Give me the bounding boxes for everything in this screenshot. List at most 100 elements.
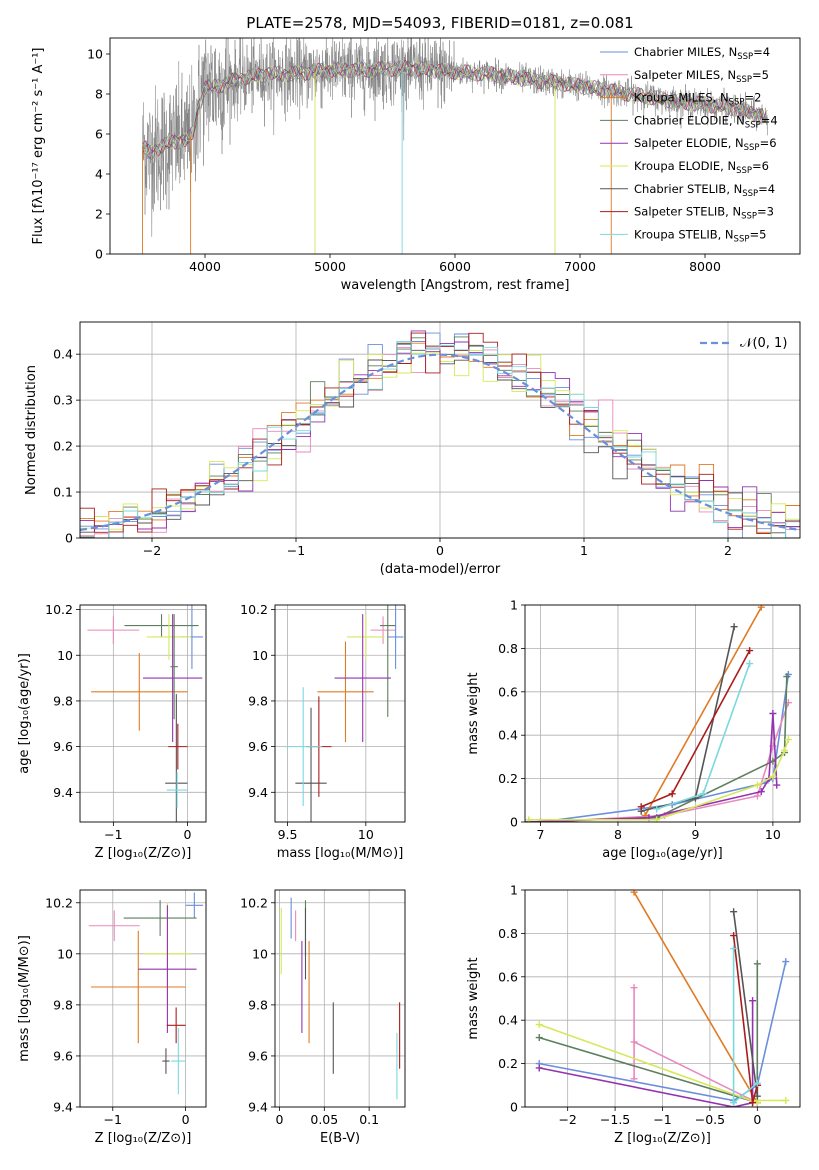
y-tick-label: 0.2 — [53, 439, 73, 454]
x-tick-label: −2 — [558, 1112, 576, 1127]
y-axis-label: Normed distribution — [24, 365, 39, 495]
series-line-salpeter-elodie — [539, 1000, 754, 1107]
x-tick-label: 5000 — [314, 259, 346, 274]
data-point-marker — [535, 1064, 543, 1072]
y-tick-label: 9.6 — [53, 1048, 73, 1063]
legend-sub: SSP — [729, 98, 745, 108]
data-point-marker — [637, 803, 645, 811]
y-tick-label: 0 — [510, 1100, 518, 1115]
legend-sub: SSP — [734, 234, 750, 244]
data-point-marker — [653, 816, 661, 822]
y-tick-label: 9.8 — [248, 997, 268, 1012]
legend-label: Chabrier MILES, N — [634, 45, 737, 59]
y-tick-label: 0.4 — [53, 347, 73, 362]
error-point-salpeter-elodie — [143, 614, 203, 743]
x-tick-label: 7000 — [564, 259, 596, 274]
y-tick-label: 9.4 — [248, 785, 268, 800]
legend-entry: Chabrier ELODIE, NSSP=4 — [634, 113, 778, 130]
y-tick-label: 0 — [95, 247, 103, 262]
x-tick-label: 8000 — [689, 259, 721, 274]
x-axis-label: age [log₁₀(age/yr)] — [602, 846, 723, 861]
y-tick-label: 9.4 — [53, 785, 73, 800]
error-point-kroupa-elodie — [347, 614, 385, 660]
x-tick-label: 1 — [580, 543, 588, 558]
legend-suffix: =4 — [758, 182, 775, 196]
legend-label: Kroupa STELIB, N — [634, 227, 734, 241]
error-point-kroupa-miles — [91, 652, 188, 731]
y-tick-label: 10.2 — [240, 895, 268, 910]
axes-frame — [79, 321, 801, 539]
data-point-marker — [782, 958, 790, 966]
error-point-salpeter-miles — [370, 616, 396, 644]
data-point-marker — [753, 781, 761, 789]
error-point-chabrier-elodie — [124, 614, 199, 637]
error-point-salpeter-elodie — [138, 905, 197, 1033]
age-vs-z-panel: −1 0 9.4 9.6 9.8 10 10.2 Z [log₁₀(Z/Z⊙)] age [lo… — [17, 602, 207, 861]
y-tick-label: 10.2 — [45, 895, 73, 910]
x-axis-label: Z [log₁₀(Z/Z⊙)] — [614, 1131, 711, 1146]
x-tick-label: 0 — [436, 543, 444, 558]
legend-entry: 𝒩(0, 1) — [740, 336, 787, 351]
error-point-kroupa-stelib — [166, 771, 188, 809]
y-tick-label: 0.4 — [498, 728, 518, 743]
data-point-marker — [781, 746, 789, 754]
x-tick-label: −0.5 — [695, 1112, 725, 1127]
y-tick-label: 0.6 — [498, 969, 518, 984]
mass-weight-vs-z-panel: −2 −1.5 −1 −0.5 0 0 0.2 0.4 0.6 0.8 1 Z [log₁₀(Z/Z⊙… — [466, 883, 801, 1146]
x-axis-label: Z [log₁₀(Z/Z⊙)] — [95, 846, 192, 861]
plot-area — [525, 605, 792, 822]
y-tick-label: 9.6 — [248, 1048, 268, 1063]
error-point-chabrier-miles — [185, 892, 204, 919]
legend-entry: Chabrier MILES, NSSP=4 — [634, 45, 770, 62]
y-tick-label: 9.8 — [53, 693, 73, 708]
y-tick-label: 0.8 — [498, 641, 518, 656]
histogram-panel: −2 −1 0 1 2 0 0.1 0.2 0.3 0.4 (data-model)/error No… — [24, 321, 801, 577]
y-tick-label: 0.6 — [498, 684, 518, 699]
x-tick-label: −1 — [104, 1112, 122, 1127]
model-spectrum-kroupa-stelib — [142, 59, 768, 159]
plot-area — [88, 892, 204, 1095]
x-axis-label: Z [log₁₀(Z/Z⊙)] — [95, 1131, 192, 1146]
y-tick-label: 0.1 — [53, 485, 73, 500]
legend-entry: Chabrier STELIB, NSSP=4 — [634, 182, 775, 199]
legend-entry: Kroupa MILES, NSSP=2 — [634, 91, 761, 108]
legend-sub: SSP — [737, 52, 753, 62]
y-tick-label: 0.3 — [53, 393, 73, 408]
data-point-marker — [784, 736, 792, 744]
legend-label: Chabrier ELODIE, N — [634, 113, 745, 127]
legend-label: Chabrier STELIB, N — [634, 182, 742, 196]
plot-area — [142, 38, 768, 254]
x-tick-label: 10 — [358, 827, 374, 842]
x-tick-label: 2 — [724, 543, 732, 558]
data-point-marker — [630, 890, 638, 896]
legend-sub: SSP — [744, 143, 760, 153]
data-point-marker — [773, 781, 781, 789]
data-point-marker — [730, 908, 738, 916]
y-tick-label: 2 — [95, 207, 103, 222]
y-axis-label: mass weight — [466, 957, 481, 1039]
legend-sub: SSP — [736, 166, 752, 176]
error-point-chabrier-elodie — [170, 614, 178, 720]
axes-frame — [79, 889, 207, 1108]
legend-sub: SSP — [741, 212, 757, 222]
x-axis-label: mass [log₁₀(M/M⊙)] — [277, 846, 404, 861]
x-tick-label: −1 — [104, 827, 122, 842]
x-axis-label: E(B-V) — [320, 1131, 360, 1146]
legend-sub: SSP — [742, 189, 758, 199]
data-point-marker — [668, 790, 676, 798]
data-point-marker — [535, 1034, 543, 1042]
y-tick-label: 9.4 — [53, 1100, 73, 1115]
error-point-kroupa-miles — [90, 930, 186, 1044]
y-tick-label: 0 — [65, 531, 73, 546]
x-tick-label: 0 — [276, 1112, 284, 1127]
axes-frame — [524, 604, 801, 823]
y-axis-label: mass [log₁₀(M/M⊙)] — [17, 935, 32, 1062]
legend-entry: Kroupa ELODIE, NSSP=6 — [634, 159, 769, 176]
x-tick-label: 10 — [765, 827, 781, 842]
y-tick-label: 10 — [252, 648, 268, 663]
x-axis-label: (data-model)/error — [380, 562, 501, 577]
data-point-marker — [753, 792, 761, 800]
data-point-marker — [783, 673, 791, 681]
data-point-marker — [535, 1021, 543, 1029]
